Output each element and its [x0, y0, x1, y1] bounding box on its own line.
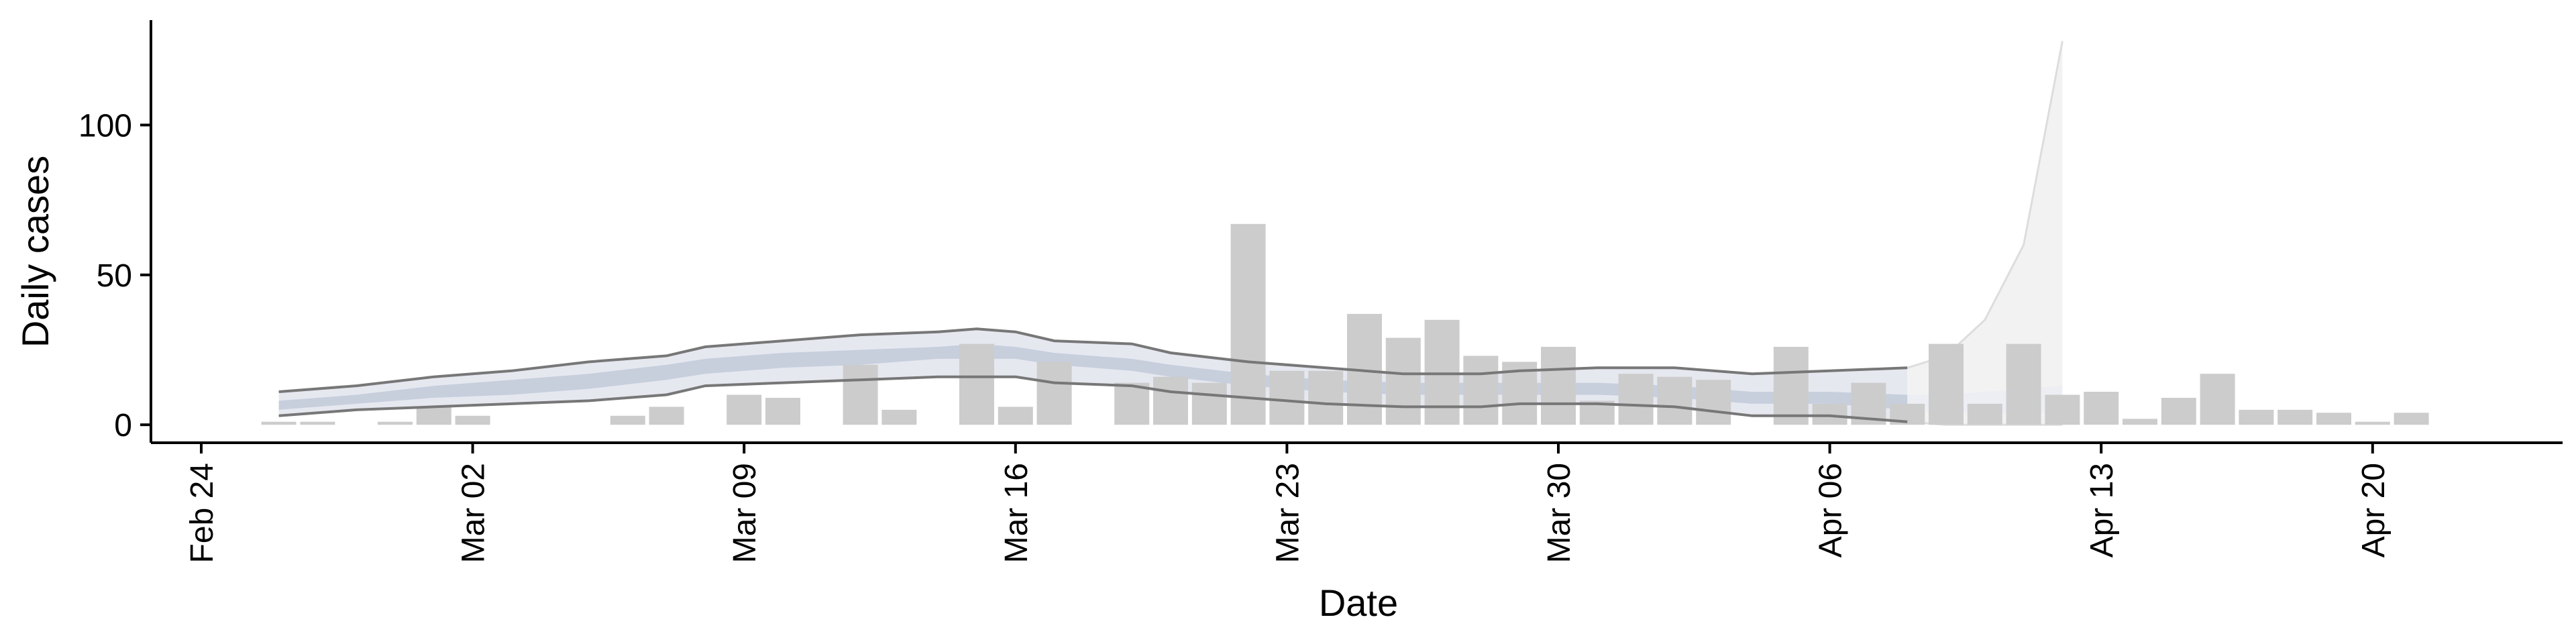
x-tick-label: Mar 16 [999, 463, 1034, 563]
estimate-inner-band [278, 343, 1908, 410]
x-tick-label: Feb 24 [184, 463, 220, 563]
daily-case-bars [261, 223, 2429, 425]
case-bar [300, 421, 335, 425]
x-tick-label: Mar 02 [456, 463, 492, 563]
case-bar [959, 343, 994, 425]
case-bar [2006, 343, 2041, 425]
case-bar [1385, 337, 1421, 425]
estimate-bound-lines [278, 327, 1908, 423]
upper-bound-line [278, 327, 1908, 393]
case-bar [1230, 223, 1266, 425]
x-axis-title: Date [1319, 582, 1398, 624]
case-bar [1773, 347, 1809, 425]
case-bar [1541, 347, 1576, 425]
x-tick-label: Apr 06 [1813, 463, 1849, 557]
case-bar [2084, 392, 2119, 425]
y-tick-label: 0 [114, 408, 132, 443]
case-bar [2123, 419, 2157, 425]
case-bar [1424, 319, 1460, 425]
y-axis-title: Daily cases [14, 156, 56, 347]
case-bar [1657, 376, 1693, 425]
case-bar [261, 421, 297, 425]
case-bar [727, 394, 762, 425]
case-bar [1153, 376, 1188, 425]
y-tick-label: 50 [97, 258, 132, 294]
case-bar [2200, 374, 2235, 425]
case-bar [1463, 356, 1499, 425]
case-bar [998, 407, 1033, 425]
case-bar [378, 421, 413, 425]
case-bar [649, 407, 684, 425]
case-bar [843, 364, 878, 425]
case-bar [2316, 413, 2351, 425]
case-bar [1269, 370, 1305, 425]
case-bar [1618, 374, 1654, 425]
x-tick-label: Mar 30 [1542, 463, 1577, 563]
case-bar [455, 415, 490, 425]
axes: 0 50 100 Feb 24 Mar 02 Mar 09 Mar 16 Mar 23 Mar … [78, 20, 2563, 563]
case-bar [1308, 370, 1344, 425]
case-bar [2277, 409, 2313, 425]
lower-bound-line [278, 375, 1908, 423]
case-bar [765, 398, 800, 425]
case-bar [1114, 382, 1150, 425]
case-bar [1812, 403, 1847, 425]
case-bar [2355, 421, 2390, 425]
case-bar [1929, 343, 1964, 425]
case-bar [2161, 398, 2196, 425]
forecast-outer-band [1907, 41, 2063, 425]
case-bar [610, 415, 645, 425]
x-tick-label: Apr 20 [2356, 463, 2392, 557]
x-tick-label: Mar 23 [1270, 463, 1305, 563]
case-bar [2239, 409, 2274, 425]
case-bar [1191, 382, 1227, 425]
case-bar [1696, 380, 1731, 425]
case-bar [1967, 403, 2002, 425]
case-bar [2394, 413, 2429, 425]
case-bar [416, 407, 451, 425]
case-bar [2045, 394, 2080, 425]
x-tick-label: Apr 13 [2084, 463, 2120, 557]
x-tick-label: Mar 09 [727, 463, 763, 563]
y-tick-label: 100 [78, 108, 132, 144]
case-bar [881, 409, 917, 425]
case-bar [1036, 362, 1072, 425]
